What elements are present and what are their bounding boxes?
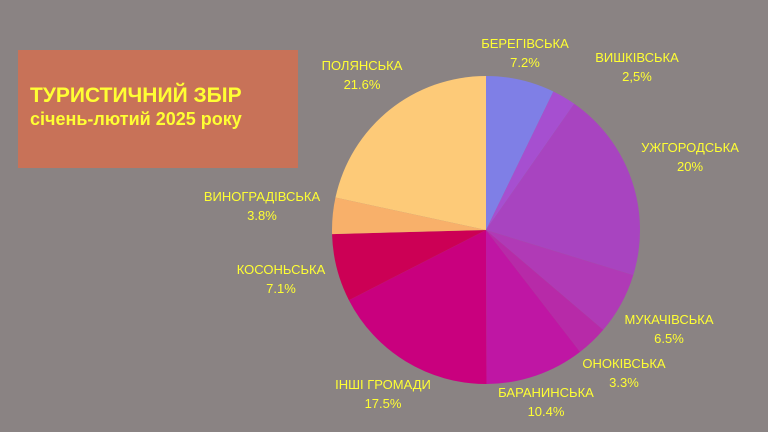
slice-value-label: 6.5% [654, 331, 684, 346]
chart-subtitle: січень-лютий 2025 року [30, 109, 242, 129]
slice-name-label: УЖГОРОДСЬКА [641, 140, 739, 155]
pie-slice-4 [486, 230, 634, 330]
slice-value-label: 20% [677, 159, 703, 174]
pie-slice-6 [486, 230, 581, 384]
pie-slice-10 [335, 76, 486, 230]
slice-name-label: ОНОКІВСЬКА [582, 356, 666, 371]
slice-value-label: 17.5% [365, 396, 402, 411]
slice-value-label: 7.2% [510, 55, 540, 70]
slice-value-label: 3.3% [609, 375, 639, 390]
pie-slice-1 [486, 76, 554, 230]
slice-name-label: ВИНОГРАДІВСЬКА [204, 189, 321, 204]
pie-labels: БЕРЕГІВСЬКА 7.2% ВИШКІВСЬКА 2,5% УЖГОРОДСЬКА… [204, 36, 739, 419]
slice-name-label: ПОЛЯНСЬКА [322, 58, 403, 73]
pie-slice-9 [332, 197, 486, 235]
slice-name-label: БЕРЕГІВСЬКА [481, 36, 569, 51]
slice-name-label: МУКАЧІВСЬКА [625, 312, 714, 327]
slice-name-label: ІНШІ ГРОМАДИ [335, 377, 431, 392]
slice-value-label: 2,5% [622, 69, 652, 84]
pie-slice-2 [486, 91, 575, 231]
slice-name-label: ВИШКІВСЬКА [595, 50, 679, 65]
slice-name-label: КОСОНЬСЬКА [237, 262, 326, 277]
chart-title: ТУРИСТИЧНИЙ ЗБІР [30, 84, 242, 107]
pie-slice-5 [486, 230, 604, 352]
slice-value-label: 10.4% [528, 404, 565, 419]
slice-value-label: 21.6% [344, 77, 381, 92]
pie-slice-7 [348, 230, 487, 385]
slice-value-label: 3.8% [247, 208, 277, 223]
pie-slices [332, 76, 640, 385]
slice-name-label: БАРАНИНСЬКА [498, 385, 594, 400]
title-box: ТУРИСТИЧНИЙ ЗБІР січень-лютий 2025 року [18, 50, 298, 168]
pie-slice-8 [332, 230, 486, 301]
slice-value-label: 7.1% [266, 281, 296, 296]
pie-slice-3 [486, 103, 640, 276]
